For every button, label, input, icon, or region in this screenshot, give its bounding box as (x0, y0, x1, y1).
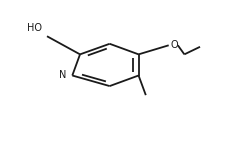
Text: N: N (59, 71, 66, 80)
Text: O: O (171, 40, 178, 50)
Text: HO: HO (27, 23, 42, 33)
